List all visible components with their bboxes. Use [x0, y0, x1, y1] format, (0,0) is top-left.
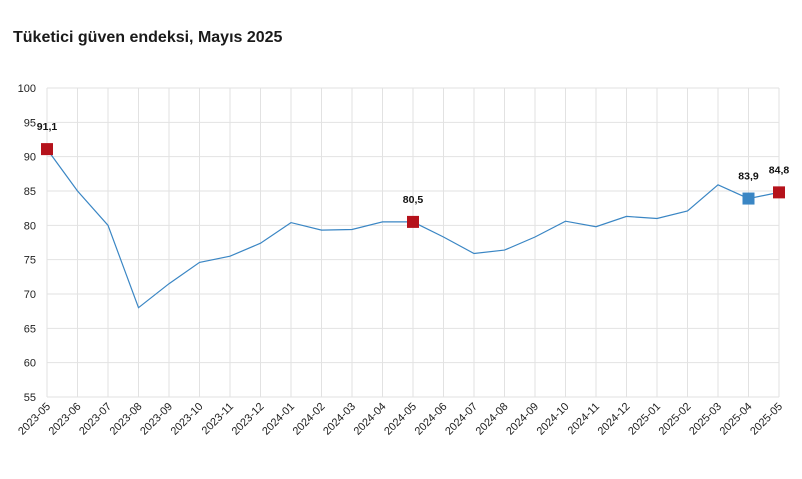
axis-layer: 5560657075808590951002023-052023-062023-…	[16, 83, 785, 438]
y-tick-label: 90	[24, 152, 36, 164]
x-tick-label: 2023-08	[108, 401, 145, 438]
y-tick-label: 75	[24, 255, 36, 267]
y-tick-label: 70	[24, 289, 36, 301]
x-tick-label: 2024-12	[596, 401, 633, 438]
y-tick-label: 100	[18, 83, 36, 95]
x-tick-label: 2024-10	[535, 401, 572, 438]
data-label: 91,1	[37, 121, 58, 133]
x-tick-label: 2023-06	[47, 401, 84, 438]
data-point-marker	[407, 215, 419, 228]
data-label: 83,9	[738, 171, 759, 183]
marker-layer: 91,1 80,5 83,9 84,8	[37, 121, 790, 228]
y-tick-label: 95	[24, 117, 36, 129]
grid-layer	[46, 87, 780, 398]
data-point-marker	[742, 192, 755, 205]
x-tick-label: 2023-09	[138, 401, 175, 438]
data-point-marker	[773, 186, 785, 199]
y-tick-label: 55	[24, 392, 36, 404]
x-tick-label: 2023-10	[169, 401, 206, 438]
y-tick-label: 80	[24, 220, 36, 232]
data-label: 80,5	[403, 194, 424, 206]
data-label: 84,8	[769, 164, 790, 176]
x-tick-label: 2024-05	[382, 401, 419, 438]
x-tick-label: 2025-03	[687, 401, 724, 438]
x-tick-label: 2024-04	[352, 401, 389, 438]
x-tick-label: 2024-09	[504, 401, 541, 438]
x-tick-label: 2024-02	[291, 401, 328, 438]
y-tick-label: 65	[24, 323, 36, 335]
y-tick-label: 60	[24, 358, 36, 370]
x-tick-label: 2025-05	[748, 401, 785, 438]
x-tick-label: 2023-07	[77, 401, 114, 438]
x-tick-label: 2023-12	[230, 401, 267, 438]
x-tick-label: 2024-08	[474, 401, 511, 438]
x-tick-label: 2024-07	[443, 401, 480, 438]
x-tick-label: 2025-02	[657, 401, 694, 438]
y-tick-label: 85	[24, 186, 36, 198]
x-tick-label: 2025-04	[718, 401, 755, 438]
x-tick-label: 2025-01	[626, 401, 663, 438]
chart-title: Tüketici güven endeksi, Mayıs 2025	[13, 29, 283, 46]
x-tick-label: 2024-06	[413, 401, 450, 438]
x-tick-label: 2024-01	[260, 401, 297, 438]
x-tick-label: 2024-03	[321, 401, 358, 438]
data-point-marker	[41, 143, 53, 156]
x-tick-label: 2023-05	[16, 401, 53, 438]
